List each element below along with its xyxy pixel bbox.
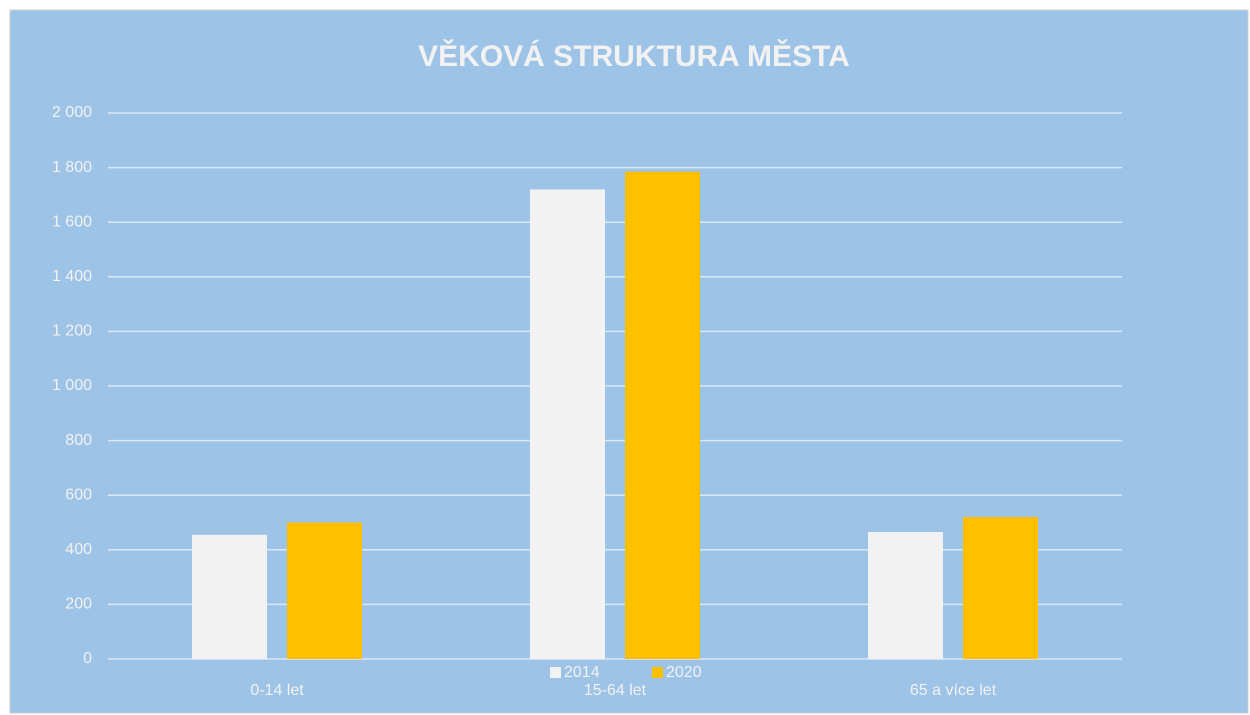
y-tick-label: 1 000 <box>52 377 92 394</box>
bar <box>530 189 605 659</box>
x-tick-label: 15-64 let <box>584 682 647 699</box>
bar <box>868 532 943 659</box>
x-tick-label: 65 a více let <box>910 682 997 699</box>
bar <box>625 171 700 659</box>
legend-swatch <box>652 667 663 678</box>
y-tick-label: 600 <box>65 486 92 503</box>
bar <box>287 522 362 659</box>
y-tick-label: 1 800 <box>52 159 92 176</box>
y-tick-label: 1 400 <box>52 268 92 285</box>
y-tick-label: 1 200 <box>52 323 92 340</box>
y-tick-label: 800 <box>65 432 92 449</box>
chart-title: VĚKOVÁ STRUKTURA MĚSTA <box>418 39 850 73</box>
y-tick-label: 1 600 <box>52 213 92 230</box>
x-tick-label: 0-14 let <box>250 682 304 699</box>
y-tick-label: 2 000 <box>52 104 92 121</box>
bar <box>963 517 1038 659</box>
y-tick-label: 200 <box>65 596 92 613</box>
y-tick-label: 400 <box>65 541 92 558</box>
legend-swatch <box>550 667 561 678</box>
y-tick-label: 0 <box>83 650 92 667</box>
bar <box>192 534 267 659</box>
legend-label: 2014 <box>564 664 600 681</box>
legend-label: 2020 <box>666 664 702 681</box>
